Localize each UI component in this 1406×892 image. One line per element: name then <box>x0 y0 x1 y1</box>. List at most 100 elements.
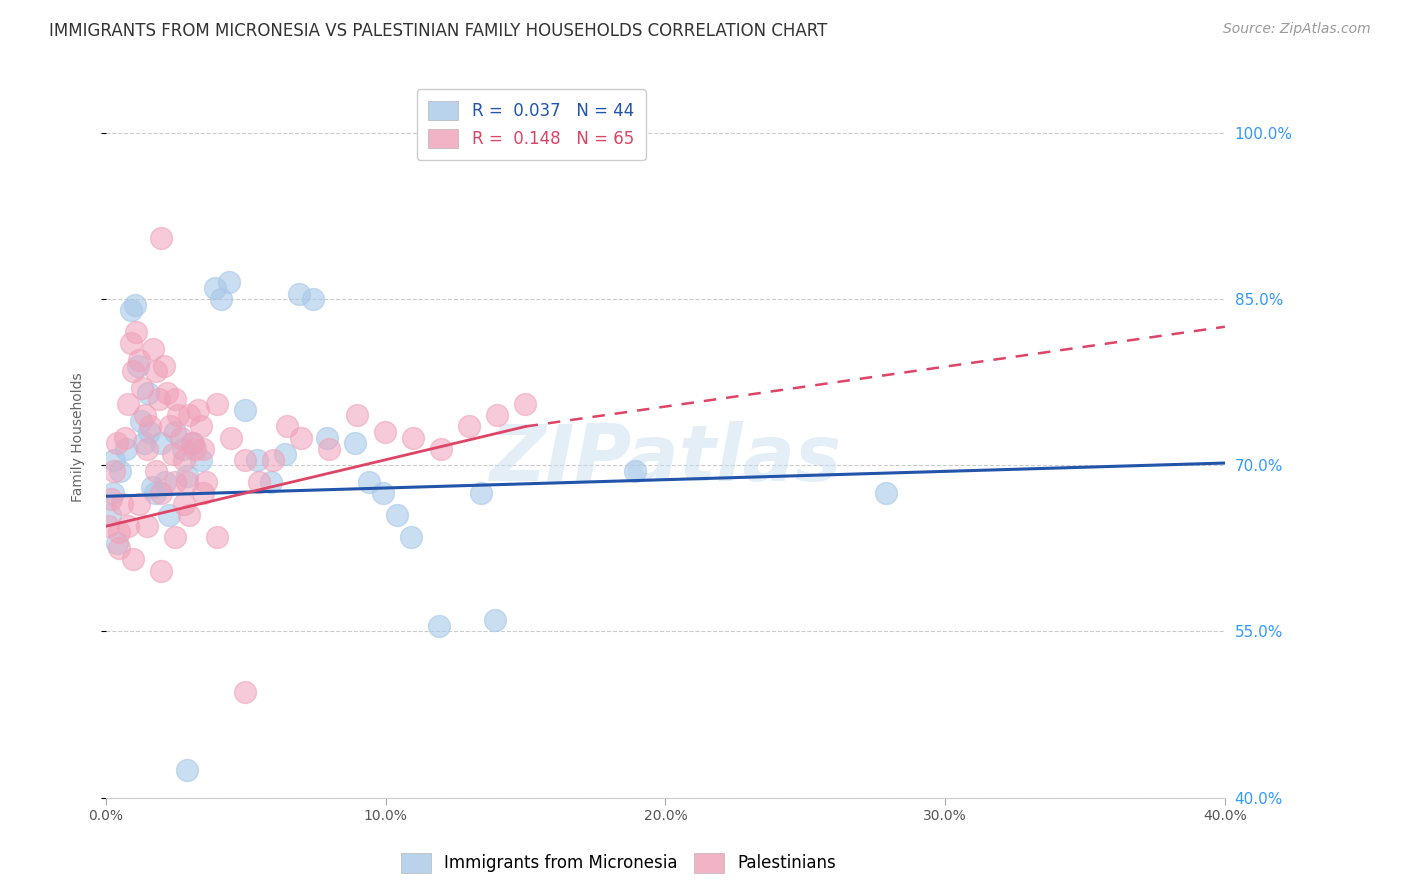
Point <box>149 436 172 450</box>
Point <box>165 475 187 489</box>
Point <box>124 297 146 311</box>
Point <box>176 469 198 483</box>
Point <box>374 425 396 439</box>
Point <box>145 364 167 378</box>
Point <box>430 442 453 456</box>
Point <box>470 486 492 500</box>
Point <box>131 381 153 395</box>
Point <box>187 402 209 417</box>
Point <box>139 419 162 434</box>
Point <box>218 276 240 290</box>
Point <box>127 359 149 373</box>
Point <box>176 475 198 489</box>
Point <box>125 326 148 340</box>
Point <box>142 342 165 356</box>
Point <box>162 447 184 461</box>
Point <box>148 392 170 406</box>
Point <box>181 436 204 450</box>
Point <box>262 452 284 467</box>
Point <box>343 436 366 450</box>
Point <box>184 442 207 456</box>
Point <box>100 491 122 506</box>
Point <box>105 436 128 450</box>
Point <box>623 464 645 478</box>
Point <box>172 442 194 456</box>
Point <box>346 409 368 423</box>
Point <box>246 452 269 467</box>
Point <box>207 397 229 411</box>
Point <box>399 530 422 544</box>
Point <box>190 452 212 467</box>
Point <box>288 286 311 301</box>
Point <box>129 414 152 428</box>
Point <box>179 508 201 522</box>
Point <box>276 419 298 434</box>
Point <box>122 552 145 566</box>
Point <box>875 486 897 500</box>
Point <box>513 397 536 411</box>
Text: ZIPatlas: ZIPatlas <box>489 421 842 497</box>
Point <box>150 564 173 578</box>
Point <box>247 475 270 489</box>
Point <box>167 409 190 423</box>
Point <box>302 292 325 306</box>
Point <box>235 685 257 699</box>
Point <box>122 364 145 378</box>
Point <box>145 464 167 478</box>
Point <box>134 409 156 423</box>
Point <box>402 431 425 445</box>
Point <box>114 431 136 445</box>
Point <box>173 497 195 511</box>
Point <box>143 486 166 500</box>
Point <box>195 475 218 489</box>
Point <box>290 431 312 445</box>
Point <box>179 409 201 423</box>
Point <box>153 359 176 373</box>
Point <box>318 442 340 456</box>
Point <box>117 519 139 533</box>
Point <box>156 386 179 401</box>
Text: Source: ZipAtlas.com: Source: ZipAtlas.com <box>1223 22 1371 37</box>
Point <box>138 425 160 439</box>
Point <box>486 409 509 423</box>
Point <box>357 475 380 489</box>
Point <box>458 419 481 434</box>
Point <box>136 386 159 401</box>
Point <box>111 497 134 511</box>
Point <box>209 292 232 306</box>
Point <box>108 524 131 539</box>
Point <box>165 530 187 544</box>
Y-axis label: Family Households: Family Households <box>72 373 86 502</box>
Point <box>207 530 229 544</box>
Point <box>190 419 212 434</box>
Point <box>274 447 297 461</box>
Point <box>233 402 256 417</box>
Text: IMMIGRANTS FROM MICRONESIA VS PALESTINIAN FAMILY HOUSEHOLDS CORRELATION CHART: IMMIGRANTS FROM MICRONESIA VS PALESTINIA… <box>49 22 828 40</box>
Legend: Immigrants from Micronesia, Palestinians: Immigrants from Micronesia, Palestinians <box>394 847 844 880</box>
Point <box>103 452 125 467</box>
Point <box>260 475 283 489</box>
Legend: R =  0.037   N = 44, R =  0.148   N = 65: R = 0.037 N = 44, R = 0.148 N = 65 <box>416 89 645 160</box>
Point <box>484 613 506 627</box>
Point <box>141 480 163 494</box>
Point <box>371 486 394 500</box>
Point <box>159 419 181 434</box>
Point <box>120 336 142 351</box>
Point <box>108 541 131 556</box>
Point <box>316 431 339 445</box>
Point <box>176 763 198 777</box>
Point <box>128 497 150 511</box>
Point <box>173 452 195 467</box>
Point <box>181 436 204 450</box>
Point <box>165 392 187 406</box>
Point <box>170 431 193 445</box>
Point <box>105 536 128 550</box>
Point <box>235 452 257 467</box>
Point <box>120 303 142 318</box>
Point <box>150 231 173 245</box>
Point <box>157 508 180 522</box>
Point <box>427 619 450 633</box>
Point <box>136 442 159 456</box>
Point <box>153 475 176 489</box>
Point <box>128 353 150 368</box>
